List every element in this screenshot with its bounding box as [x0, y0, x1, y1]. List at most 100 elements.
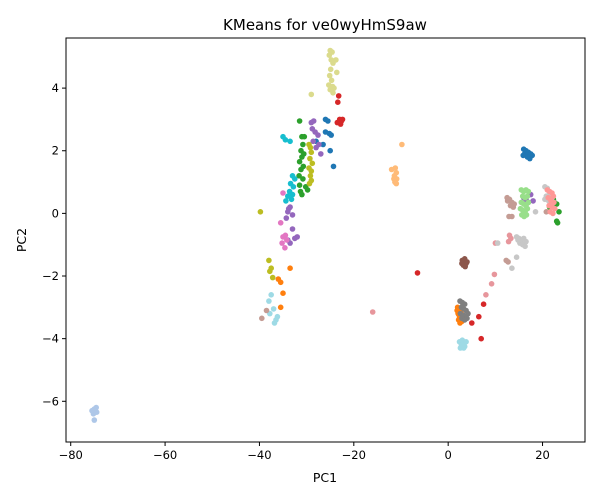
y-tick-label: 4 [52, 81, 59, 95]
data-point-cluster-9-6 [284, 237, 290, 243]
data-point-cluster-15-12 [464, 315, 470, 322]
data-point-cluster-14-6 [461, 255, 468, 262]
x-tick-label: 20 [535, 448, 550, 462]
data-point-cluster-7-10 [257, 209, 264, 215]
data-point-cluster-7-9 [306, 180, 313, 187]
data-point-cluster-9-5 [282, 245, 288, 251]
data-point-cluster-9-3 [282, 232, 289, 239]
data-point-cluster-10-2 [277, 279, 284, 286]
data-point-cluster-7-3 [307, 155, 313, 162]
x-tick-label: 0 [445, 448, 452, 462]
data-point-cluster-3-17 [529, 152, 535, 159]
data-point-cluster-9-0 [280, 190, 286, 196]
data-point-cluster-12-9 [504, 198, 511, 204]
data-point-cluster-5-13 [283, 215, 290, 221]
data-point-cluster-2-1 [335, 99, 341, 105]
data-points [89, 47, 562, 423]
data-point-cluster-3-5 [320, 141, 326, 148]
data-point-cluster-3-1 [325, 118, 331, 124]
data-point-cluster-4-2 [301, 133, 308, 140]
data-point-cluster-1-2 [326, 52, 333, 58]
data-point-cluster-17-3 [525, 188, 532, 195]
x-tick-label: −20 [342, 448, 366, 462]
data-point-cluster-13-7 [505, 238, 512, 245]
data-point-cluster-16-19 [509, 265, 515, 272]
data-point-cluster-10-3 [280, 290, 286, 297]
data-point-cluster-18-11 [550, 210, 556, 217]
data-point-cluster-11-14 [460, 345, 467, 351]
data-point-cluster-9-4 [279, 240, 285, 246]
plot-frame [65, 37, 586, 443]
data-point-cluster-7-11 [266, 257, 272, 264]
data-point-cluster-17-10 [525, 199, 532, 206]
data-point-cluster-13-0 [369, 309, 376, 315]
data-point-cluster-5-10 [287, 204, 293, 210]
data-point-cluster-11-1 [268, 292, 275, 298]
data-point-cluster-16-8 [532, 209, 539, 215]
data-point-cluster-17-6 [524, 193, 531, 199]
data-point-cluster-1-5 [327, 66, 334, 73]
data-point-cluster-3-16 [520, 152, 526, 159]
data-point-cluster-18-9 [552, 205, 558, 212]
data-point-cluster-3-4 [328, 132, 335, 138]
data-point-cluster-1-12 [330, 90, 336, 96]
data-point-cluster-11-13 [463, 339, 469, 345]
data-point-cluster-2-8 [478, 335, 485, 342]
data-point-cluster-2-5 [339, 116, 346, 123]
data-point-cluster-17-17 [523, 212, 530, 218]
data-point-cluster-5-8 [318, 151, 324, 157]
data-point-cluster-8-6 [393, 180, 400, 187]
data-point-cluster-9-1 [277, 220, 284, 226]
data-point-cluster-7-2 [308, 149, 315, 156]
data-point-cluster-4-7 [296, 158, 303, 165]
data-point-cluster-5-12 [289, 212, 296, 218]
data-point-cluster-1-13 [333, 57, 339, 63]
data-point-cluster-0-5 [91, 417, 98, 423]
data-point-cluster-17-14 [524, 205, 531, 212]
data-point-cluster-10-4 [277, 304, 284, 311]
data-point-cluster-6-6 [290, 184, 297, 190]
data-point-cluster-6-9 [285, 193, 291, 199]
x-tick-label: −60 [153, 448, 177, 462]
data-point-cluster-1-15 [308, 91, 315, 98]
data-point-cluster-15-9 [465, 310, 471, 317]
data-point-cluster-13-4 [483, 292, 489, 298]
data-point-cluster-3-6 [327, 147, 334, 154]
data-point-cluster-7-1 [307, 144, 314, 151]
data-point-cluster-5-14 [289, 226, 296, 232]
data-point-cluster-7-7 [307, 173, 314, 179]
x-tick-label: −80 [59, 448, 83, 462]
data-point-cluster-11-6 [274, 313, 281, 320]
data-point-cluster-13-2 [491, 271, 498, 278]
data-point-cluster-5-5 [310, 138, 317, 145]
x-tick-label: −40 [247, 448, 271, 462]
data-point-cluster-16-20 [494, 240, 501, 246]
data-point-cluster-6-11 [283, 198, 289, 204]
data-point-cluster-12-1 [263, 307, 270, 314]
data-point-cluster-16-17 [515, 237, 521, 243]
data-point-cluster-7-13 [267, 268, 273, 275]
data-point-cluster-4-3 [300, 141, 306, 148]
data-point-cluster-2-7 [414, 270, 421, 276]
y-axis-label: PC2 [14, 228, 29, 252]
data-point-cluster-5-11 [285, 209, 291, 215]
data-point-cluster-4-0 [296, 118, 303, 124]
data-point-cluster-4-12 [296, 182, 303, 188]
data-point-cluster-5-22 [530, 198, 536, 204]
data-point-cluster-11-5 [271, 320, 278, 326]
data-point-cluster-14-7 [459, 260, 465, 267]
data-point-cluster-4-9 [298, 166, 304, 173]
data-point-cluster-12-7 [509, 213, 515, 220]
data-point-cluster-4-10 [296, 173, 302, 179]
data-point-cluster-10-0 [287, 265, 293, 272]
data-point-cluster-4-15 [304, 187, 311, 193]
y-tick-label: 0 [52, 206, 59, 220]
data-point-cluster-6-8 [289, 191, 296, 198]
y-tick-label: −6 [42, 394, 59, 408]
data-point-cluster-10-13 [457, 320, 463, 326]
data-point-cluster-8-1 [392, 165, 399, 171]
data-point-cluster-3-7 [330, 163, 337, 170]
data-point-cluster-4-16 [299, 191, 305, 198]
data-point-cluster-8-8 [391, 176, 397, 182]
